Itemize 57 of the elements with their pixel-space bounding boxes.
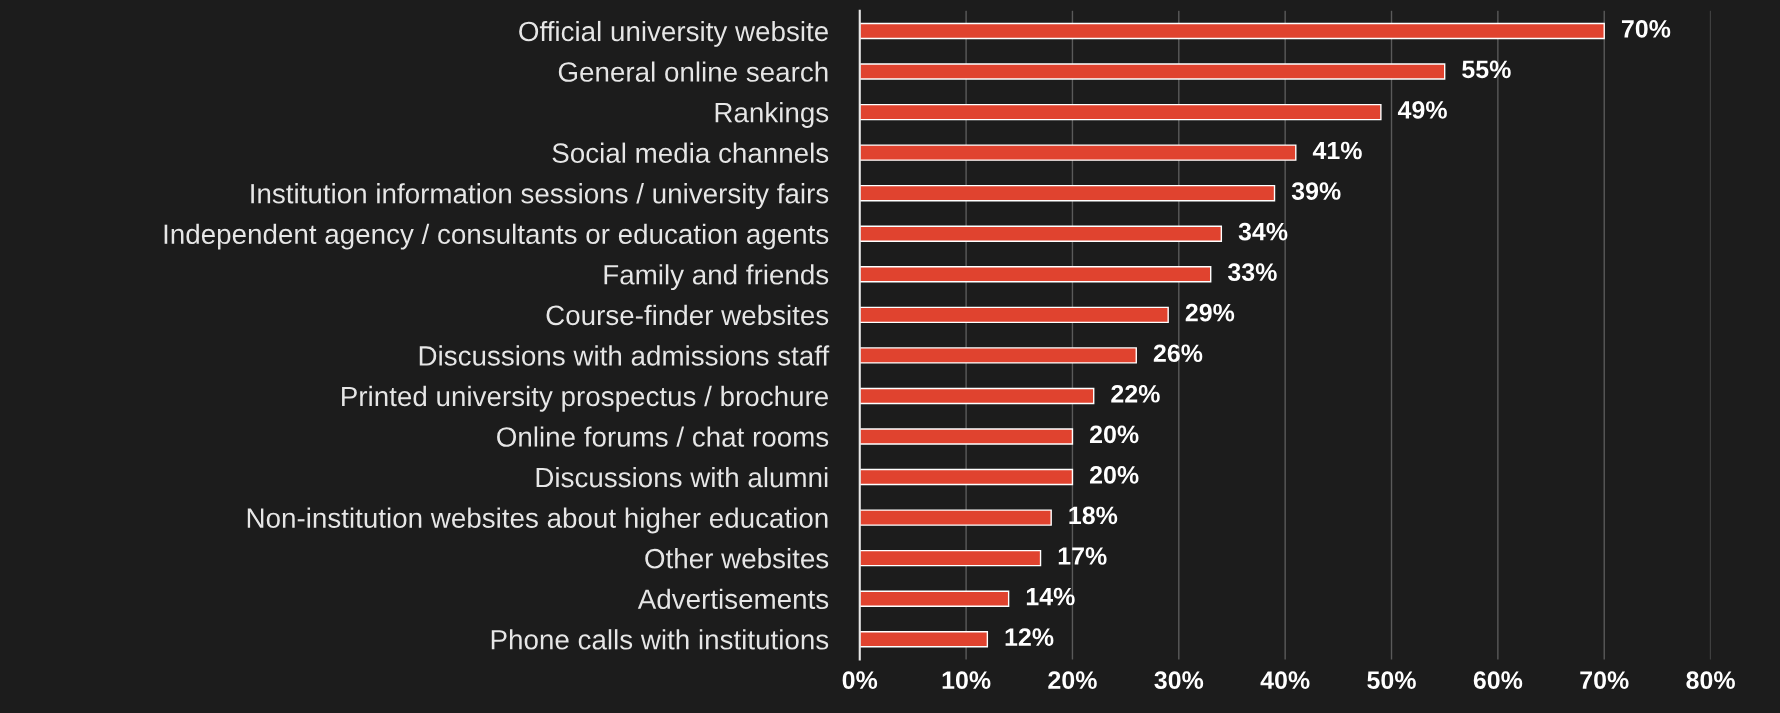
data-label: 20% <box>1089 425 1139 444</box>
data-label: 33% <box>1227 263 1277 282</box>
bar <box>859 549 1042 567</box>
data-label: 29% <box>1185 303 1235 322</box>
data-label: 18% <box>1069 506 1118 525</box>
data-label: 14% <box>1026 587 1075 606</box>
y-tick-label: Family and friends <box>604 264 829 291</box>
data-label: 41% <box>1312 141 1362 160</box>
bar <box>859 306 1169 324</box>
y-tick-label: Other websites <box>645 548 829 569</box>
y-tick-label: Official university website <box>519 20 828 47</box>
bar <box>859 347 1137 364</box>
data-label: 34% <box>1238 222 1288 241</box>
x-tick-label: 60% <box>1473 671 1523 689</box>
data-label: 55% <box>1462 60 1511 79</box>
y-tick-label: General online search <box>558 61 828 82</box>
x-tick-label: 80% <box>1686 671 1735 689</box>
data-label: 20% <box>1089 466 1139 484</box>
data-label: 39% <box>1291 182 1341 200</box>
bar <box>859 631 989 648</box>
bar <box>859 184 1276 202</box>
bar <box>859 103 1382 121</box>
y-tick-label: Rankings <box>715 102 829 128</box>
x-tick-label: 20% <box>1048 671 1097 689</box>
x-tick-label: 50% <box>1367 671 1416 689</box>
y-tick-label: Institution information sessions / university fairs <box>251 183 829 210</box>
y-tick-label: Printed university prospectus / brochure <box>342 385 828 412</box>
data-label: 12% <box>1005 628 1054 646</box>
y-tick-label: Non-institution websites about higher education <box>247 507 828 534</box>
bar <box>859 387 1095 405</box>
x-tick-label: 10% <box>942 671 991 689</box>
x-tick-label: 30% <box>1154 671 1204 690</box>
data-label: 70% <box>1621 19 1671 38</box>
y-tick-label: Independent agency / consultants or education agents <box>164 223 829 250</box>
y-tick-label: Social media channels <box>552 142 829 163</box>
x-tick-label: 0% <box>842 671 878 689</box>
bar <box>859 428 1074 445</box>
y-tick-label: Online forums / chat rooms <box>497 426 829 447</box>
y-tick-label: Discussions with alumni <box>536 466 828 488</box>
data-label: 17% <box>1058 547 1107 565</box>
y-tick-label: Phone calls with institutions <box>491 629 829 650</box>
bar <box>859 590 1010 607</box>
bar <box>859 468 1074 486</box>
bar <box>859 266 1212 283</box>
bar <box>859 144 1297 161</box>
bar <box>859 63 1446 80</box>
data-label: 22% <box>1111 384 1160 403</box>
bar <box>859 509 1052 526</box>
y-tick-label: Discussions with admissions staff <box>419 345 830 366</box>
data-label: 26% <box>1153 344 1203 363</box>
y-tick-label: Advertisements <box>637 588 829 610</box>
bar <box>859 22 1605 40</box>
x-tick-label: 70% <box>1580 671 1629 689</box>
bar <box>859 225 1223 242</box>
x-tick-label: 40% <box>1260 671 1310 689</box>
data-label: 49% <box>1397 101 1447 119</box>
y-tick-label: Course-finder websites <box>546 304 829 326</box>
